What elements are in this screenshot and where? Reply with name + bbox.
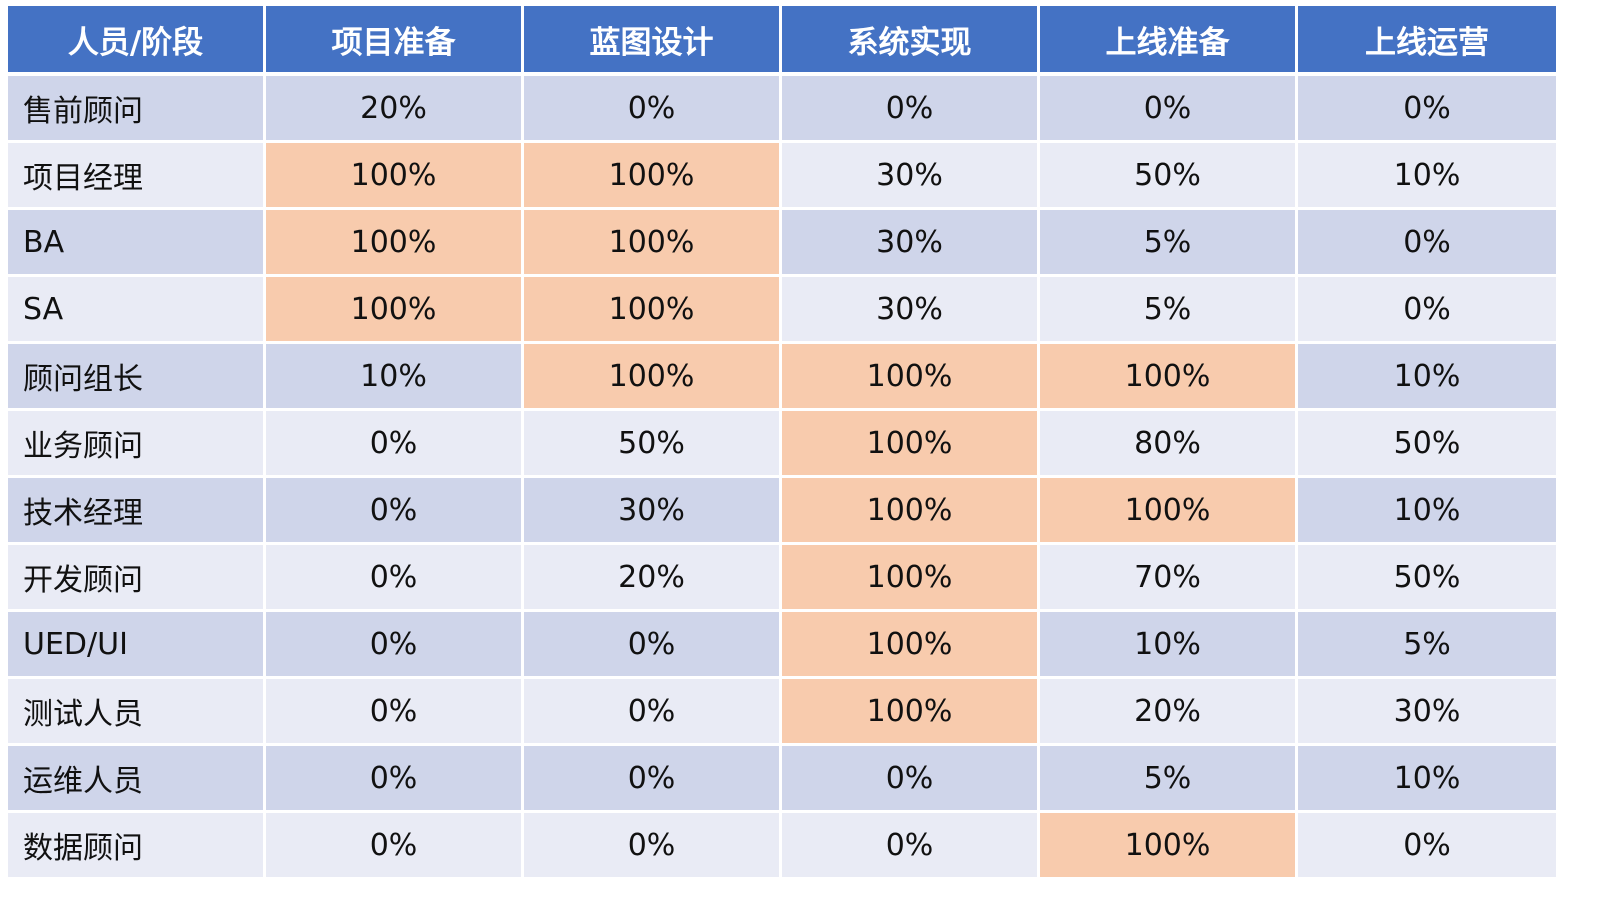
allocation-cell: 0% [524,612,782,679]
table-row: 售前顾问 20% 0% 0% 0% 0% [8,76,1556,143]
allocation-cell: 100% [782,411,1040,478]
allocation-cell: 30% [782,210,1040,277]
table-row: 数据顾问 0% 0% 0% 100% 0% [8,813,1556,880]
role-cell: 测试人员 [8,679,266,746]
allocation-cell: 10% [1040,612,1298,679]
allocation-cell: 0% [1040,76,1298,143]
allocation-cell: 100% [524,210,782,277]
allocation-cell: 0% [266,612,524,679]
allocation-cell: 100% [524,277,782,344]
role-cell: 技术经理 [8,478,266,545]
allocation-cell: 0% [524,76,782,143]
role-cell: 数据顾问 [8,813,266,880]
allocation-cell: 80% [1040,411,1298,478]
allocation-cell: 100% [782,679,1040,746]
allocation-cell: 0% [266,545,524,612]
allocation-cell: 100% [782,612,1040,679]
allocation-cell: 0% [1298,210,1556,277]
header-project-prep: 项目准备 [266,6,524,76]
allocation-cell: 0% [266,411,524,478]
allocation-cell: 0% [524,679,782,746]
table-row: BA 100% 100% 30% 5% 0% [8,210,1556,277]
allocation-cell: 10% [1298,344,1556,411]
table-row: 业务顾问 0% 50% 100% 80% 50% [8,411,1556,478]
allocation-cell: 20% [1040,679,1298,746]
table-row: 技术经理 0% 30% 100% 100% 10% [8,478,1556,545]
table-row: 顾问组长 10% 100% 100% 100% 10% [8,344,1556,411]
table-row: 项目经理 100% 100% 30% 50% 10% [8,143,1556,210]
allocation-cell: 100% [1040,344,1298,411]
allocation-cell: 0% [1298,76,1556,143]
role-cell: 业务顾问 [8,411,266,478]
table-row: SA 100% 100% 30% 5% 0% [8,277,1556,344]
header-row: 人员/阶段 项目准备 蓝图设计 系统实现 上线准备 上线运营 [8,6,1556,76]
allocation-cell: 0% [266,813,524,880]
allocation-cell: 70% [1040,545,1298,612]
role-cell: UED/UI [8,612,266,679]
allocation-cell: 100% [266,210,524,277]
allocation-cell: 20% [266,76,524,143]
table-row: UED/UI 0% 0% 100% 10% 5% [8,612,1556,679]
allocation-cell: 30% [782,277,1040,344]
table-header: 人员/阶段 项目准备 蓝图设计 系统实现 上线准备 上线运营 [8,6,1556,76]
allocation-cell: 100% [266,143,524,210]
table-row: 开发顾问 0% 20% 100% 70% 50% [8,545,1556,612]
allocation-cell: 100% [1040,813,1298,880]
allocation-cell: 5% [1040,746,1298,813]
table-row: 测试人员 0% 0% 100% 20% 30% [8,679,1556,746]
allocation-cell: 0% [782,76,1040,143]
allocation-cell: 5% [1298,612,1556,679]
allocation-cell: 10% [266,344,524,411]
role-cell: 售前顾问 [8,76,266,143]
allocation-cell: 5% [1040,277,1298,344]
allocation-cell: 0% [782,813,1040,880]
allocation-cell: 20% [524,545,782,612]
role-cell: 运维人员 [8,746,266,813]
header-go-live-operation: 上线运营 [1298,6,1556,76]
allocation-cell: 30% [782,143,1040,210]
header-role-stage: 人员/阶段 [8,6,266,76]
allocation-cell: 100% [782,545,1040,612]
allocation-cell: 100% [524,344,782,411]
allocation-cell: 100% [782,344,1040,411]
role-cell: BA [8,210,266,277]
allocation-cell: 100% [524,143,782,210]
allocation-cell: 0% [266,478,524,545]
table-body: 售前顾问 20% 0% 0% 0% 0% 项目经理 100% 100% 30% 50% 10% BA 10… [8,76,1556,880]
allocation-cell: 0% [1298,813,1556,880]
header-go-live-prep: 上线准备 [1040,6,1298,76]
role-cell: 开发顾问 [8,545,266,612]
allocation-cell: 0% [266,746,524,813]
allocation-cell: 100% [1040,478,1298,545]
header-blueprint-design: 蓝图设计 [524,6,782,76]
staffing-allocation-table: 人员/阶段 项目准备 蓝图设计 系统实现 上线准备 上线运营 售前顾问 20% 0%… [8,6,1556,880]
allocation-cell: 0% [266,679,524,746]
header-system-implementation: 系统实现 [782,6,1040,76]
allocation-cell: 10% [1298,143,1556,210]
allocation-cell: 0% [1298,277,1556,344]
allocation-cell: 30% [1298,679,1556,746]
allocation-cell: 50% [1040,143,1298,210]
allocation-cell: 10% [1298,746,1556,813]
allocation-cell: 50% [1298,411,1556,478]
allocation-cell: 5% [1040,210,1298,277]
allocation-cell: 10% [1298,478,1556,545]
allocation-cell: 30% [524,478,782,545]
allocation-cell: 0% [524,746,782,813]
allocation-cell: 0% [524,813,782,880]
role-cell: 项目经理 [8,143,266,210]
allocation-cell: 0% [782,746,1040,813]
role-cell: 顾问组长 [8,344,266,411]
allocation-cell: 50% [524,411,782,478]
allocation-cell: 100% [782,478,1040,545]
role-cell: SA [8,277,266,344]
allocation-cell: 50% [1298,545,1556,612]
table-row: 运维人员 0% 0% 0% 5% 10% [8,746,1556,813]
allocation-cell: 100% [266,277,524,344]
